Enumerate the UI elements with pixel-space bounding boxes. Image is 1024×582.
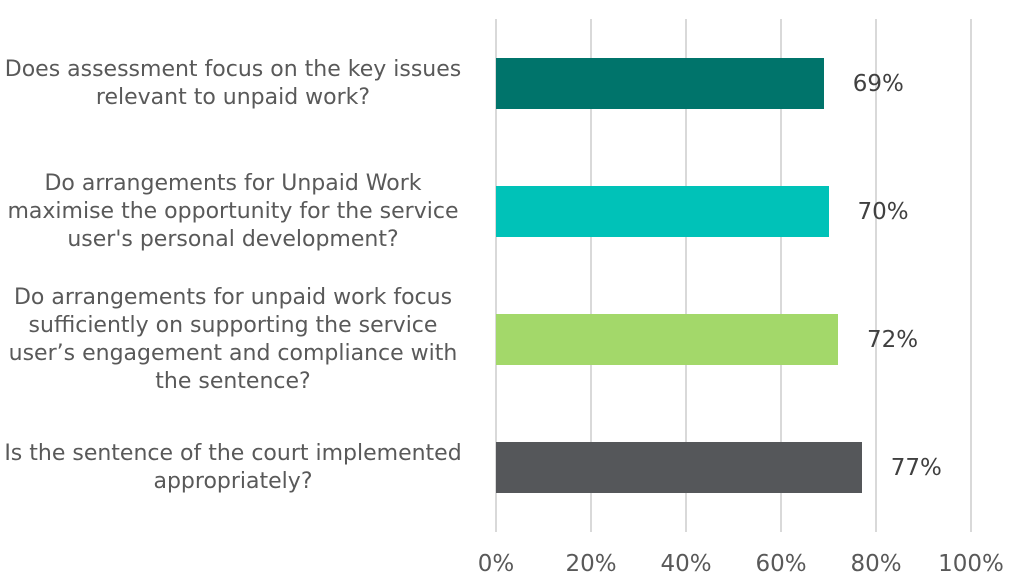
category-label-line: sufficiently on supporting the service xyxy=(28,313,438,338)
gridline xyxy=(590,19,592,532)
bar xyxy=(496,58,824,109)
category-label: Do arrangements for Unpaid Work maximise … xyxy=(0,170,473,254)
category-label-line: Do arrangements for unpaid work focus xyxy=(13,285,453,310)
gridline xyxy=(970,19,972,532)
category-label-line: Is the sentence of the court implemented xyxy=(4,441,462,466)
category-label-line: Do arrangements for Unpaid Work xyxy=(44,171,422,196)
bar xyxy=(496,442,862,493)
x-tick-label: 80% xyxy=(850,551,902,577)
bar-value-label: 69% xyxy=(852,71,904,97)
bar-value-label: 77% xyxy=(890,455,942,481)
bar-value-label: 70% xyxy=(857,199,909,225)
x-tick-label: 100% xyxy=(938,551,1004,577)
bar xyxy=(496,314,838,365)
x-tick-label: 60% xyxy=(755,551,807,577)
bar xyxy=(496,186,829,237)
category-label-line: user’s engagement and compliance with xyxy=(8,341,458,366)
category-label-line: maximise the opportunity for the service xyxy=(7,199,459,224)
category-label-line: relevant to unpaid work? xyxy=(95,85,371,110)
category-label: Is the sentence of the court implemented… xyxy=(0,440,473,496)
x-tick-label: 20% xyxy=(565,551,617,577)
x-tick-label: 40% xyxy=(660,551,712,577)
category-label: Does assessment focus on the key issues r… xyxy=(0,56,473,112)
x-tick-label: 0% xyxy=(477,551,515,577)
gridline xyxy=(495,19,497,532)
category-label-line: Does assessment focus on the key issues xyxy=(4,57,462,82)
bar-value-label: 72% xyxy=(867,327,919,353)
category-label-line: user's personal development? xyxy=(67,227,399,252)
gridline xyxy=(875,19,877,532)
category-label-line: the sentence? xyxy=(155,369,311,394)
gridline xyxy=(780,19,782,532)
category-label-line: appropriately? xyxy=(153,469,313,494)
category-label: Do arrangements for unpaid work focus suf… xyxy=(0,284,473,396)
gridline xyxy=(685,19,687,532)
